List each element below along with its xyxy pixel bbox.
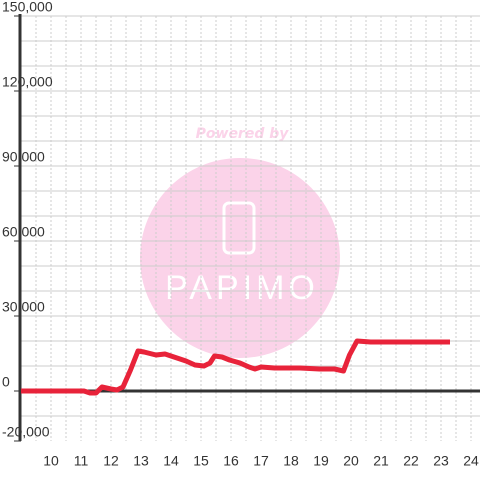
watermark-circle (140, 158, 340, 358)
x-tick-label: 14 (163, 453, 179, 469)
watermark-phone (222, 201, 256, 255)
x-tick-label: 13 (133, 453, 149, 469)
x-tick-label: 20 (343, 453, 359, 469)
x-tick-label: 17 (253, 453, 269, 469)
y-tick-label: 90,000 (2, 149, 45, 165)
x-tick-label: 12 (103, 453, 119, 469)
x-tick-label: 15 (193, 453, 209, 469)
watermark-top: Powered by (196, 126, 290, 142)
y-tick-label: 60,000 (2, 224, 45, 240)
y-tick-label: 150,000 (2, 0, 53, 15)
x-tick-label: 10 (43, 453, 59, 469)
y-tick-label: 120,000 (2, 74, 53, 90)
x-tick-label: 11 (74, 453, 89, 469)
y-tick-label: -20,000 (2, 424, 50, 440)
watermark-bottom: PAPIMO (165, 269, 319, 307)
y-tick-label: 30,000 (2, 299, 45, 315)
x-tick-label: 19 (313, 453, 329, 469)
x-tick-label: 21 (373, 453, 389, 469)
data-line (21, 338, 450, 396)
x-tick-label: 18 (283, 453, 299, 469)
x-tick-label: 24 (463, 453, 479, 469)
y-tick-label: 0 (2, 374, 10, 390)
x-tick-label: 16 (223, 453, 239, 469)
x-tick-label: 22 (403, 453, 419, 469)
x-tick-label: 23 (433, 453, 449, 469)
